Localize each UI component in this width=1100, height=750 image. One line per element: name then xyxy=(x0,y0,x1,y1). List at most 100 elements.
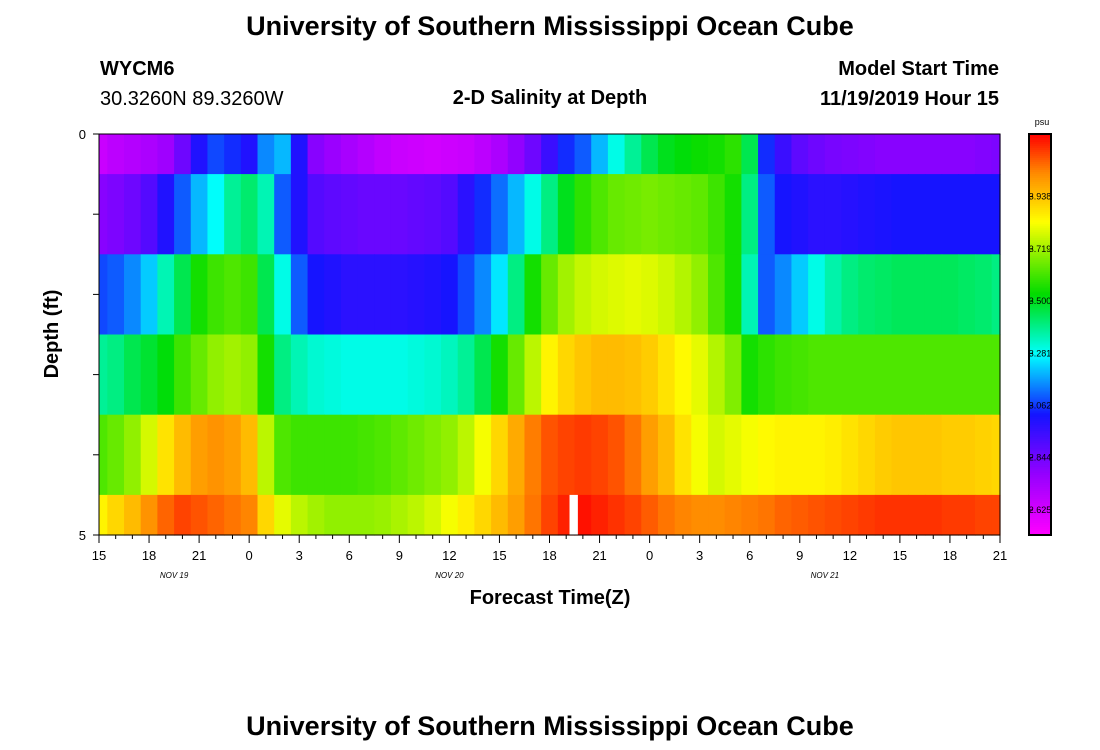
heatmap-cell xyxy=(107,334,125,416)
heatmap-cell xyxy=(941,494,959,536)
heatmap-cell xyxy=(708,414,726,496)
heatmap-cell xyxy=(824,134,843,175)
colorbar-swatch xyxy=(1029,332,1051,336)
heatmap-cell xyxy=(107,494,125,536)
heatmap-cell xyxy=(340,174,359,255)
heatmap-cell xyxy=(357,334,375,416)
x-tick-label: 0 xyxy=(646,548,653,563)
heatmap-cell xyxy=(758,414,776,496)
colorbar-swatch xyxy=(1029,318,1051,322)
heatmap-cell xyxy=(574,414,592,496)
heatmap-cell xyxy=(941,414,959,496)
colorbar-swatch xyxy=(1029,348,1051,352)
x-tick-label: 0 xyxy=(246,548,253,563)
heatmap-cell xyxy=(99,254,108,336)
heatmap-cell xyxy=(207,254,225,336)
colorbar-swatch xyxy=(1029,290,1051,293)
colorbar-swatch xyxy=(1029,434,1051,438)
heatmap-cell xyxy=(791,334,809,416)
colorbar-swatch xyxy=(1029,272,1051,275)
colorbar-tick-label: 3.281 xyxy=(1029,348,1052,358)
heatmap-cell xyxy=(390,134,409,175)
heatmap-cell xyxy=(724,494,742,536)
colorbar-swatch xyxy=(1029,260,1051,263)
colorbar-swatch xyxy=(1029,306,1051,310)
colorbar-swatch xyxy=(1029,450,1051,454)
heatmap-cell xyxy=(574,494,592,536)
colorbar-swatch xyxy=(1029,444,1051,448)
heatmap-cell xyxy=(491,134,509,175)
colorbar-swatch xyxy=(1029,522,1051,526)
colorbar-swatch xyxy=(1029,460,1051,464)
heatmap-cell xyxy=(858,494,876,536)
heatmap-cell xyxy=(674,494,692,536)
heatmap-cell xyxy=(457,254,476,336)
heatmap-cell xyxy=(791,134,809,175)
colorbar-swatch xyxy=(1029,174,1051,177)
station-coords: 30.3260N 89.3260W xyxy=(100,88,284,110)
heatmap-cell xyxy=(874,414,893,496)
heatmap-cell xyxy=(390,494,409,536)
heatmap-cell xyxy=(107,174,125,255)
colorbar-swatch xyxy=(1029,402,1051,406)
colorbar-swatch xyxy=(1029,506,1051,510)
colorbar-tick-label: 2.625 xyxy=(1029,505,1052,515)
model-start-value: 11/19/2019 Hour 15 xyxy=(820,88,999,110)
colorbar-swatch xyxy=(1029,516,1051,520)
heatmap-cell xyxy=(624,334,642,416)
heatmap-cell xyxy=(691,254,709,336)
colorbar-swatch xyxy=(1029,328,1051,332)
colorbar-swatch xyxy=(1029,238,1051,241)
colorbar-swatch xyxy=(1029,464,1051,468)
x-tick-label: 6 xyxy=(346,548,353,563)
heatmap-cells xyxy=(99,134,1001,536)
heatmap-cell xyxy=(991,134,1001,175)
x-tick-label: 18 xyxy=(542,548,556,563)
heatmap-cell xyxy=(591,174,609,255)
heatmap-cell xyxy=(607,414,626,496)
colorbar-swatch xyxy=(1029,230,1051,233)
colorbar-swatch xyxy=(1029,160,1051,163)
heatmap-cell xyxy=(157,494,175,536)
heatmap-cell xyxy=(674,134,692,175)
heatmap-cell xyxy=(674,174,692,255)
heatmap-cell xyxy=(724,254,742,336)
colorbar-swatch xyxy=(1029,384,1051,388)
colorbar-swatch xyxy=(1029,152,1051,155)
heatmap-cell xyxy=(424,134,442,175)
colorbar-swatch xyxy=(1029,468,1051,472)
colorbar-swatch xyxy=(1029,218,1051,221)
heatmap-cell xyxy=(557,254,576,336)
heatmap-cell xyxy=(941,334,959,416)
heatmap-cell xyxy=(99,174,108,255)
heatmap-cell xyxy=(741,494,759,536)
heatmap-cell xyxy=(390,414,409,496)
colorbar-swatch xyxy=(1029,188,1051,191)
heatmap-cell xyxy=(157,134,175,175)
colorbar-unit: psu xyxy=(1035,117,1050,127)
heatmap-cell xyxy=(124,174,142,255)
x-tick-label: 12 xyxy=(843,548,857,563)
heatmap-cell xyxy=(808,174,826,255)
heatmap-cell xyxy=(941,134,959,175)
colorbar-swatch xyxy=(1029,212,1051,215)
colorbar-swatch xyxy=(1029,386,1051,390)
colorbar-swatch xyxy=(1029,236,1051,239)
colorbar-swatch xyxy=(1029,234,1051,237)
colorbar-frame xyxy=(1028,133,1052,536)
colorbar-swatch xyxy=(1029,334,1051,338)
heatmap-cell xyxy=(140,414,158,496)
colorbar-swatch xyxy=(1029,180,1051,183)
heatmap-cell xyxy=(457,334,476,416)
heatmap-cell xyxy=(541,494,559,536)
heatmap-cell xyxy=(374,334,392,416)
heatmap-cell xyxy=(824,254,843,336)
model-start-label: Model Start Time xyxy=(838,58,999,80)
colorbar-swatch xyxy=(1029,484,1051,488)
x-tick-label: 3 xyxy=(296,548,303,563)
heatmap-cell xyxy=(641,174,659,255)
heatmap-cell xyxy=(708,174,726,255)
colorbar-swatch xyxy=(1029,214,1051,217)
colorbar-swatch xyxy=(1029,470,1051,474)
colorbar-swatch xyxy=(1029,148,1051,151)
